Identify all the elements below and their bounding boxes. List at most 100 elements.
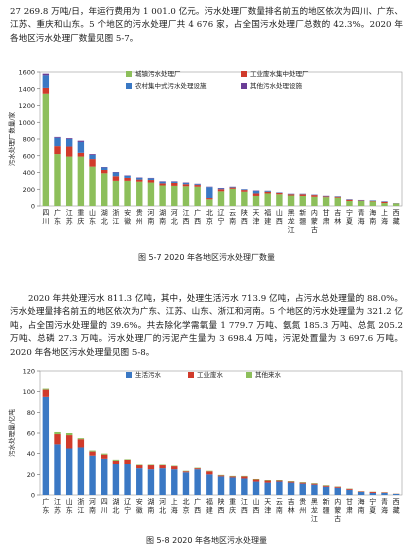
wastewater-paragraph: 2020 年共处理污水 811.3 亿吨，其中，处理生活污水 713.9 亿吨，… xyxy=(10,294,403,358)
figure-caption-5-8: 图 5-8 2020 年各地区污水处理量 xyxy=(145,536,268,545)
y-tick-label: 120 xyxy=(23,368,35,376)
bar-segment xyxy=(65,138,73,139)
bar-segment xyxy=(287,194,295,196)
bar-segment xyxy=(194,185,201,187)
x-tick-label: 黑龙江 xyxy=(311,498,318,523)
bar-segment xyxy=(392,203,400,206)
bar-segment xyxy=(171,182,178,186)
bar-segment xyxy=(147,469,155,495)
bar-segment xyxy=(89,154,96,155)
bar-segment xyxy=(241,475,248,477)
y-tick-label: 1000 xyxy=(18,119,35,127)
bar-segment xyxy=(77,447,85,495)
legend-label: 工业废水 xyxy=(197,370,224,379)
bar-segment xyxy=(299,195,306,206)
bar-segment xyxy=(182,184,190,187)
bar-segment xyxy=(357,491,365,495)
x-tick-label: 山西 xyxy=(276,208,283,226)
bar-segment xyxy=(346,488,353,490)
bar-segment xyxy=(54,431,61,435)
bar-segment xyxy=(369,492,377,495)
x-tick-label: 安徽 xyxy=(136,497,143,515)
bar-segment xyxy=(112,460,120,464)
bar-segment xyxy=(42,389,50,397)
bar-segment xyxy=(77,438,85,440)
y-tick-label: 60 xyxy=(27,430,35,438)
x-tick-label: 天津 xyxy=(264,498,271,515)
x-tick-label: 内蒙古 xyxy=(311,208,318,234)
bar-segment xyxy=(147,182,155,206)
figure-caption-5-7: 图 5-7 2020 年各地区污水处理厂数量 xyxy=(137,253,276,262)
bar-segment xyxy=(241,478,248,495)
bar-segment xyxy=(252,479,260,482)
bar-segment xyxy=(124,177,131,181)
bar-segment xyxy=(346,489,353,495)
x-tick-label: 四川 xyxy=(42,209,49,226)
bar-segment xyxy=(112,459,120,461)
bar-segment xyxy=(217,475,225,477)
bar-segment xyxy=(381,492,388,495)
x-tick-label: 广西 xyxy=(194,208,201,226)
x-tick-label: 湖北 xyxy=(101,208,108,226)
bar-segment xyxy=(89,451,96,456)
bar-segment xyxy=(147,180,155,183)
bar-segment xyxy=(206,474,213,495)
bar-segment xyxy=(65,433,73,436)
y-tick-label: 80 xyxy=(27,409,35,417)
bar-segment xyxy=(287,481,295,482)
bar-segment xyxy=(252,193,260,196)
bar-segment xyxy=(65,448,73,495)
x-tick-label: 四川 xyxy=(101,498,108,515)
bar-segment xyxy=(136,464,143,466)
bar-segment xyxy=(101,169,108,174)
bar-segment xyxy=(136,179,143,182)
bar-segment xyxy=(252,190,260,194)
bar-segment xyxy=(89,154,96,160)
x-tick-label: 上海 xyxy=(171,497,178,515)
bar-segment xyxy=(287,482,295,495)
bar-segment xyxy=(159,465,166,469)
bar-segment xyxy=(299,482,306,483)
bar-segment xyxy=(54,434,61,445)
x-tick-label: 山东 xyxy=(89,208,96,226)
bar-segment xyxy=(264,191,271,194)
x-tick-label: 湖南 xyxy=(159,208,166,226)
bar-segment xyxy=(124,459,131,464)
x-tick-label: 海南 xyxy=(369,208,376,226)
bar-segment xyxy=(369,201,377,206)
bar-segment xyxy=(112,464,120,495)
bar-segment xyxy=(241,191,248,206)
bar-segment xyxy=(206,187,213,199)
bar-segment xyxy=(194,186,201,206)
legend-label: 生活污水 xyxy=(135,370,162,379)
bar-segment xyxy=(217,474,225,476)
y-axis-label: 污水处理厂数量/家 xyxy=(7,111,16,166)
bar-segment xyxy=(334,196,341,198)
bar-segment xyxy=(357,200,365,206)
bar-segment xyxy=(182,470,190,472)
bar-segment xyxy=(77,152,85,157)
y-tick-label: 400 xyxy=(23,169,35,177)
x-tick-label: 陕西 xyxy=(218,497,225,515)
legend-swatch xyxy=(126,372,132,378)
bar-segment xyxy=(287,195,295,206)
x-tick-label: 西藏 xyxy=(393,498,400,515)
bar-segment xyxy=(65,156,73,206)
bar-segment xyxy=(182,472,190,495)
bar-segment xyxy=(112,176,120,181)
plant-count-bar-chart: 0 200 400 600 800 1000 1200 1400 1600 污水处理厂数量/家四川… xyxy=(7,69,403,234)
x-tick-label: 河北 xyxy=(171,209,178,226)
bar-segment xyxy=(299,194,306,196)
y-tick-label: 200 xyxy=(23,186,35,194)
bar-segment xyxy=(101,454,108,459)
bar-segment xyxy=(229,476,236,478)
x-tick-label: 湖北 xyxy=(112,497,119,515)
x-tick-label: 山西 xyxy=(253,497,260,515)
bar-segment xyxy=(276,194,283,206)
x-tick-label: 湖南 xyxy=(147,497,154,515)
bar-segment xyxy=(42,87,50,94)
bar-segment xyxy=(65,146,73,157)
bar-segment xyxy=(89,166,96,206)
chart-treatment-volume: 0 20 40 60 80 100 120 污水处理量/亿吨 广东 江苏 山东 浙江 河南 四川 湖北 辽宁安… xyxy=(6,365,407,529)
